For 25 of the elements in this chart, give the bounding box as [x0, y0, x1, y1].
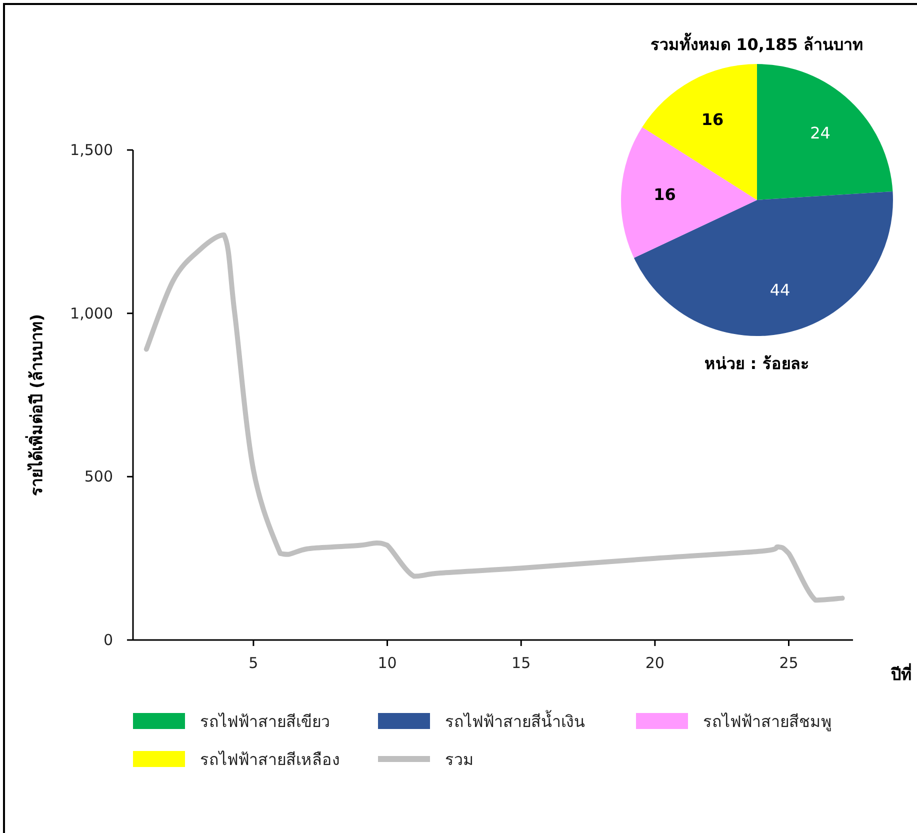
x-tick-label: 5 — [248, 654, 258, 672]
pie-slice — [757, 64, 893, 200]
annotation: หน่วย : ร้อยละ — [704, 354, 810, 373]
x-axis-title: ปีที่ — [890, 663, 912, 684]
y-tick-label: 1,000 — [70, 304, 113, 322]
x-tick-label: 10 — [378, 654, 397, 672]
data-label: 16 — [701, 110, 724, 129]
legend-label: รถไฟฟ้าสายสีน้ำเงิน — [445, 710, 585, 731]
y-tick-label: 500 — [84, 468, 113, 486]
legend-label: รถไฟฟ้าสายสีเขียว — [200, 712, 330, 731]
y-tick-label: 1,500 — [70, 141, 113, 159]
data-label: 24 — [810, 124, 830, 143]
x-tick-label: 20 — [645, 654, 664, 672]
data-label: 16 — [654, 185, 676, 204]
legend-label: รถไฟฟ้าสายสีเหลือง — [200, 750, 340, 769]
x-tick-label: 15 — [512, 654, 531, 672]
pie-slice — [621, 127, 757, 258]
legend-label: รถไฟฟ้าสายสีชมพู — [703, 712, 832, 732]
x-tick-label: 25 — [779, 654, 798, 672]
chart-title: รวมทั้งหมด 10,185 ล้านบาท — [650, 32, 864, 54]
pie-slice — [642, 64, 757, 200]
y-tick-label: 0 — [103, 631, 113, 649]
y-axis-title: รายได้เพิ่มต่อปี (ล้านบาท) — [25, 314, 46, 496]
legend-label: รวม — [445, 750, 474, 769]
data-label: 44 — [770, 280, 790, 300]
